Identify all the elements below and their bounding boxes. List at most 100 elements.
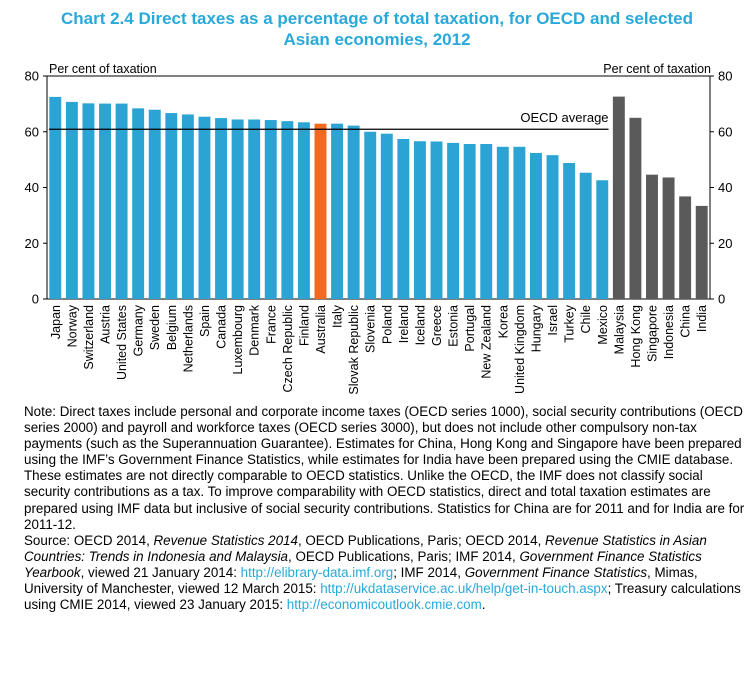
source-seg-5: , Mimas, University of Manchester, viewe… — [24, 564, 698, 597]
source-title-3: Government Finance Statistics Yearbook — [24, 548, 702, 580]
x-tick-label: Finland — [297, 305, 311, 346]
bar-singapore — [646, 174, 658, 299]
bar-mexico — [596, 180, 609, 299]
x-tick-label: New Zealand — [480, 305, 494, 379]
x-tick-label: Turkey — [563, 304, 577, 342]
x-tick-label: Iceland — [413, 305, 427, 345]
oecd-average-label: OECD average — [520, 110, 608, 125]
x-tick-label: Malaysia — [612, 305, 626, 354]
y-axis-label-right: Per cent of taxation — [603, 62, 711, 76]
x-tick-label: United Kingdom — [513, 305, 527, 394]
source-text: Source: OECD 2014, Revenue Statistics 20… — [24, 533, 750, 613]
bar-luxembourg — [231, 119, 244, 299]
x-tick-label: Portugal — [463, 305, 477, 352]
bar-chile — [579, 172, 592, 299]
source-link-cmie[interactable]: http://economicoutlook.cmie.com — [286, 597, 482, 613]
x-tick-label: Hungary — [529, 304, 543, 352]
x-tick-label: Ireland — [397, 305, 411, 343]
source-seg-4: ; IMF 2014, — [393, 564, 465, 580]
y-tick-label-left: 60 — [25, 124, 39, 139]
bar-sweden — [148, 109, 161, 299]
bar-denmark — [248, 119, 261, 299]
x-tick-label: Austria — [99, 305, 113, 344]
bar-hungary — [529, 152, 542, 299]
x-tick-label: India — [695, 305, 709, 332]
x-tick-label: Israel — [546, 305, 560, 336]
y-tick-label-right: 40 — [718, 180, 732, 195]
x-tick-label: Slovak Republic — [347, 305, 361, 395]
y-tick-label-left: 20 — [25, 236, 39, 251]
x-tick-label: Australia — [314, 305, 328, 354]
chart-notes: Note: Direct taxes include personal and … — [24, 404, 750, 613]
x-tick-label: Mexico — [596, 305, 610, 345]
bar-india — [695, 205, 708, 299]
bar-austria — [99, 103, 111, 299]
x-tick-label: Japan — [49, 305, 63, 339]
chart-title: Chart 2.4 Direct taxes as a percentage o… — [0, 8, 754, 50]
source-seg-6: ; Treasury calculations using CMIE 2014,… — [24, 581, 741, 613]
y-tick-label-right: 80 — [718, 69, 732, 84]
x-tick-labels: Japan Norway Switzerland Austria United Stat… — [49, 304, 709, 394]
y-tick-label-left: 0 — [32, 292, 39, 307]
note-text: Note: Direct taxes include personal and … — [24, 404, 745, 532]
x-tick-label: Poland — [380, 305, 394, 344]
bar-israel — [546, 155, 559, 299]
bar-united-states — [115, 103, 128, 299]
bar-greece — [430, 141, 443, 299]
y-tick-label-left: 40 — [25, 180, 39, 195]
y-tick-label-right: 0 — [718, 292, 725, 307]
chart-overlay: OECD average — [49, 110, 609, 130]
x-tick-label: France — [264, 305, 278, 344]
y-tick-label-left: 80 — [25, 69, 39, 84]
chart-axes: 0 0 20 20 40 40 60 60 80 80 Per cent of taxation Pe… — [25, 62, 733, 307]
x-tick-label: Chile — [579, 305, 593, 334]
bar-korea — [496, 146, 509, 299]
bar-china — [679, 196, 692, 299]
x-tick-label: Sweden — [148, 305, 162, 350]
x-tick-label: China — [679, 305, 693, 338]
source-title-2: Revenue Statistics in Asian Countries: T… — [24, 532, 707, 564]
bar-australia — [314, 123, 327, 299]
x-tick-label: Italy — [331, 304, 345, 328]
x-tick-label: Slovenia — [364, 305, 378, 353]
x-tick-label: Switzerland — [82, 305, 96, 370]
source-seg-2: , OECD Publications, Paris; IMF 2014, — [288, 548, 520, 564]
y-axis-label-left: Per cent of taxation — [49, 62, 157, 76]
x-tick-label: Belgium — [165, 305, 179, 350]
plot-frame — [46, 75, 711, 300]
bar-belgium — [165, 113, 178, 299]
bar-portugal — [463, 144, 476, 299]
bar-malaysia — [612, 96, 625, 299]
y-tick-label-right: 60 — [718, 124, 732, 139]
x-tick-label: Hong Kong — [629, 305, 643, 368]
x-tick-label: Korea — [496, 305, 510, 338]
x-tick-label: Spain — [198, 305, 212, 337]
source-seg-1: , OECD Publications, Paris; OECD 2014, — [297, 532, 546, 548]
bar-turkey — [563, 162, 576, 299]
x-tick-label: Germany — [132, 304, 146, 356]
bar-czech-republic — [281, 121, 294, 299]
x-tick-label: Norway — [65, 304, 79, 347]
bar-switzerland — [82, 103, 95, 299]
source-link-ukdata[interactable]: http://ukdataservice.ac.uk/help/get-in-t… — [320, 581, 608, 597]
bar-new-zealand — [480, 144, 493, 299]
bar-chart: 0 0 20 20 40 40 60 60 80 80 Per cent of taxation Pe… — [25, 62, 733, 395]
bar-indonesia — [662, 177, 675, 299]
bar-germany — [132, 108, 145, 300]
source-seg-3: , viewed 21 January 2014: — [80, 564, 241, 580]
source-end: . — [481, 597, 486, 613]
x-tick-label: Denmark — [248, 304, 262, 355]
chart-title-line-2: Asian economies, 2012 — [283, 30, 471, 49]
y-tick-label-right: 20 — [718, 236, 732, 251]
bar-netherlands — [181, 114, 194, 299]
source-title-1: Revenue Statistics 2014 — [153, 532, 298, 548]
bar-norway — [65, 101, 78, 299]
source-link-imf[interactable]: http://elibrary-data.imf.org — [240, 564, 394, 580]
x-tick-label: Greece — [430, 305, 444, 346]
bar-united-kingdom — [513, 146, 526, 299]
bar-spain — [198, 116, 211, 299]
x-tick-label: Estonia — [447, 305, 461, 347]
bar-italy — [331, 123, 344, 299]
chart-title-line-1: Chart 2.4 Direct taxes as a percentage o… — [60, 9, 694, 28]
bar-canada — [215, 118, 228, 299]
